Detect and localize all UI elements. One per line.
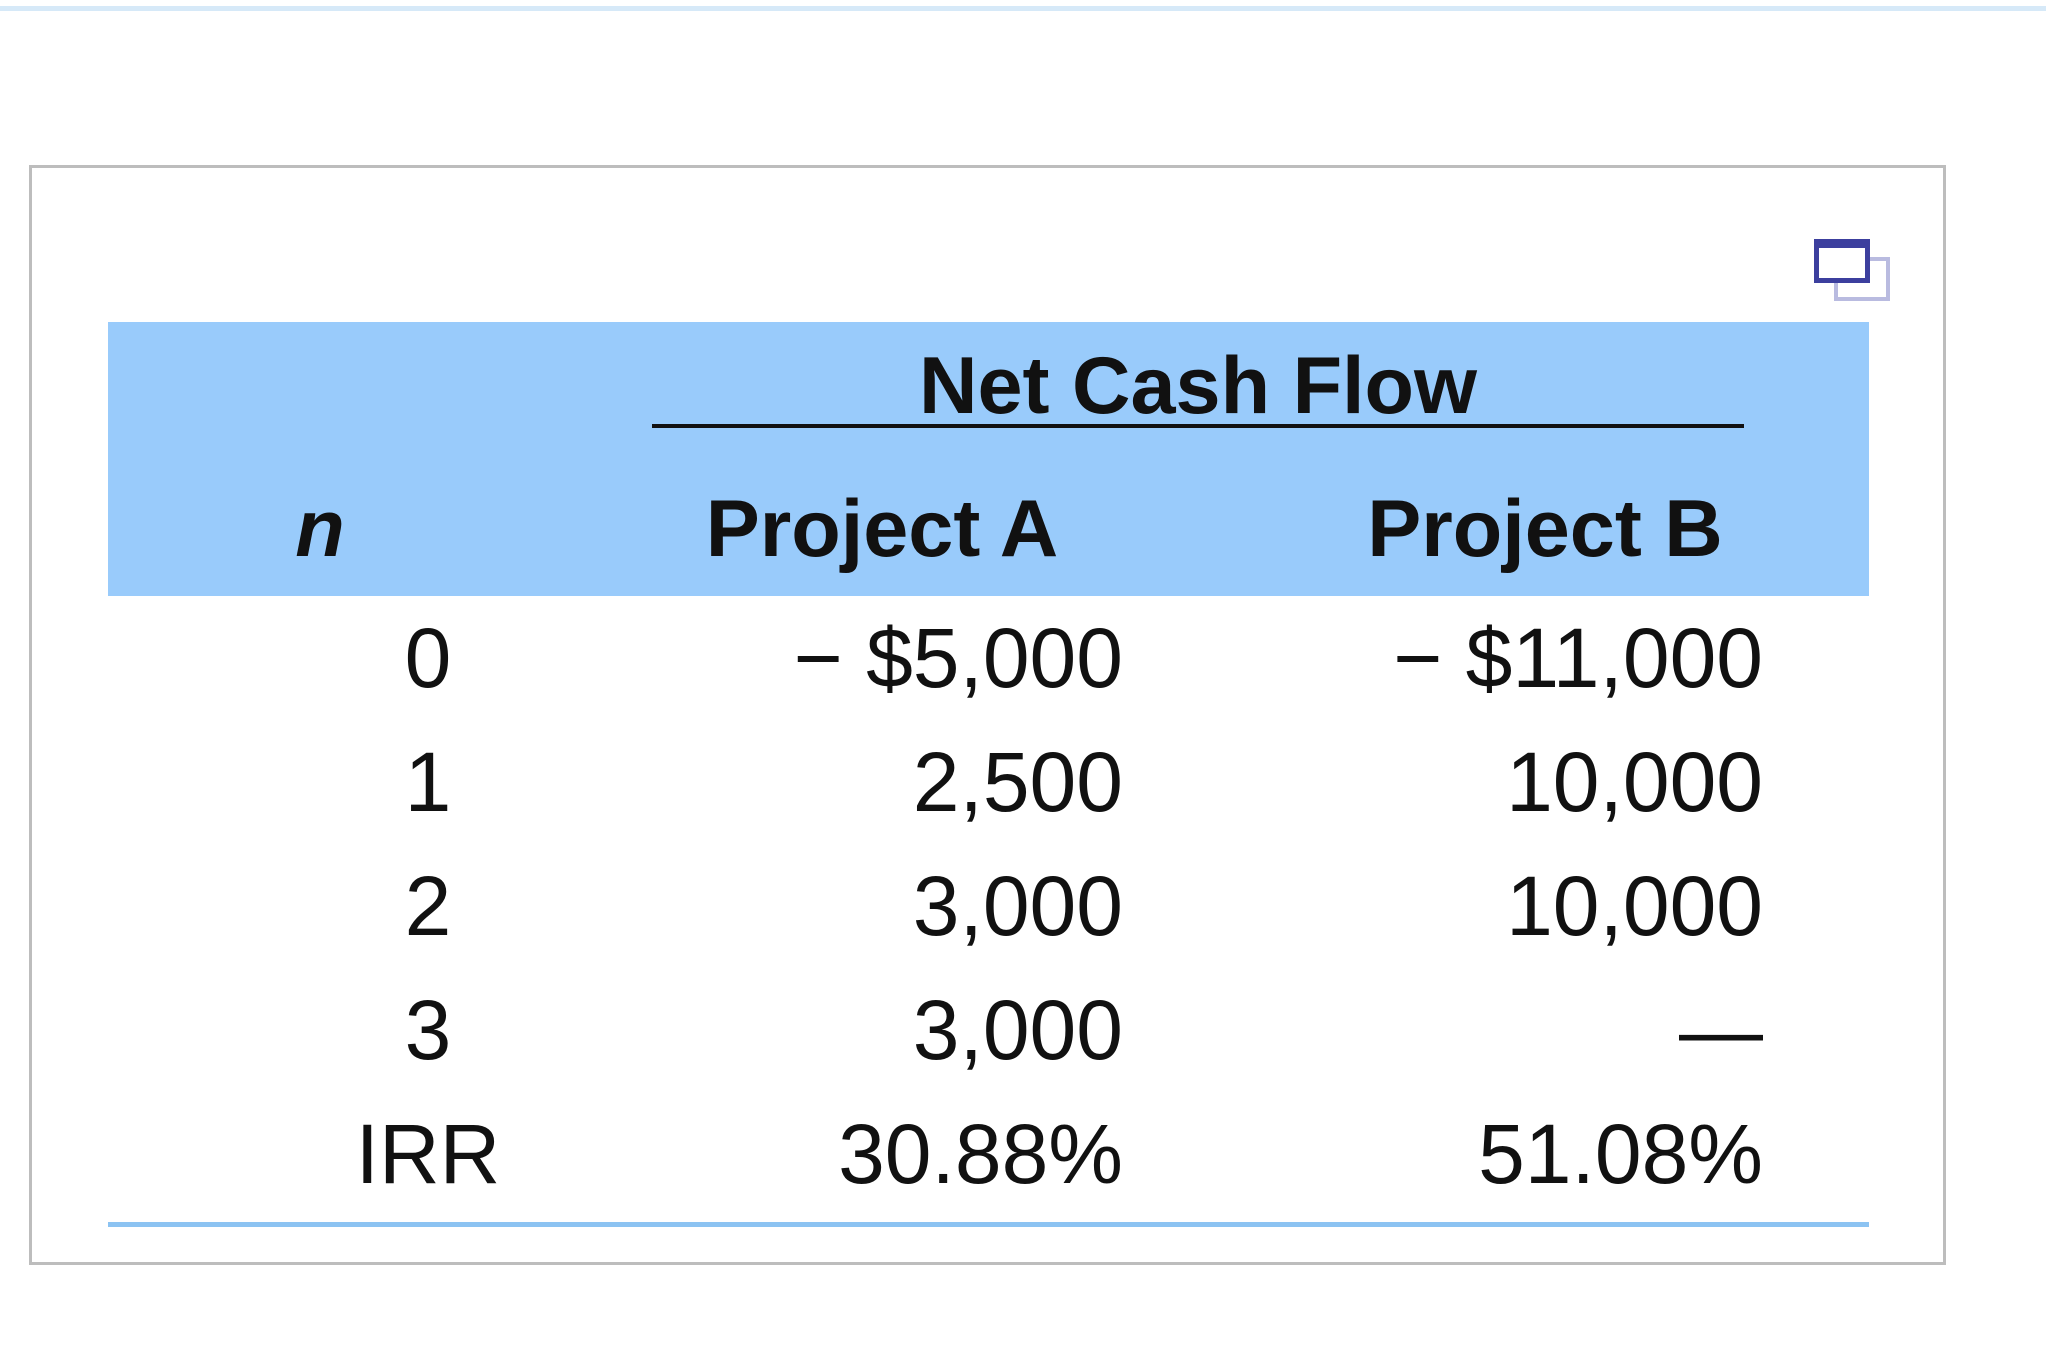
cell-n: 3 [404,983,452,1077]
table-bottom-rule [108,1222,1869,1227]
cell-n: 1 [404,735,452,829]
popout-window-icon[interactable] [1812,235,1902,313]
column-header-n: n [295,484,345,574]
table-row: IRR 30.88% 51.08% [108,1092,1869,1216]
cell-n: 0 [404,611,452,705]
cell-project-a: 3,000 [912,983,1123,1077]
table-row: 1 2,500 10,000 [108,720,1869,844]
cell-project-b: 10,000 [1506,735,1763,829]
cell-project-a: 3,000 [912,859,1123,953]
column-header-project-a: Project A [705,484,1059,574]
cell-project-b: − $11,000 [1393,611,1763,705]
table-header [108,322,1869,596]
popout-front-window [1814,239,1870,283]
column-header-project-b: Project B [1367,484,1723,574]
cell-project-b: 10,000 [1506,859,1763,953]
cell-project-a-irr: 30.88% [838,1107,1123,1201]
top-divider [0,6,2046,11]
cell-n: 2 [404,859,452,953]
table-row: 0 − $5,000 − $11,000 [108,596,1869,720]
group-header-net-cash-flow: Net Cash Flow [918,341,1478,431]
table-row: 3 3,000 — [108,968,1869,1092]
group-header-underline [652,424,1744,428]
cell-project-b: — [1679,983,1763,1077]
cell-project-a: − $5,000 [793,611,1123,705]
cell-project-a: 2,500 [912,735,1123,829]
cell-project-b-irr: 51.08% [1478,1107,1763,1201]
cell-n-irr-label: IRR [355,1107,501,1201]
table-row: 2 3,000 10,000 [108,844,1869,968]
